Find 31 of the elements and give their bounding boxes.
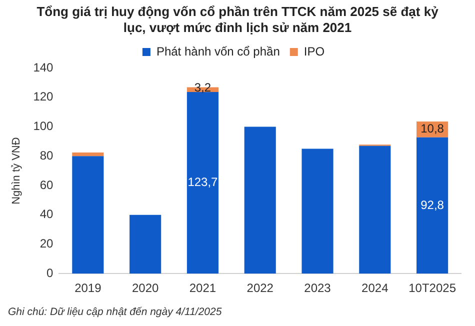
bar [72,152,104,156]
y-tick-label: 40 [40,207,54,222]
x-tick-label: 10T2025 [408,281,456,296]
y-tick-label: 100 [33,119,54,134]
data-label: 92,8 [420,198,444,212]
bar [302,148,334,274]
data-label: 123,7 [188,175,218,190]
x-tick-label: 2023 [304,281,332,296]
bar [186,92,218,274]
y-tick-label: 140 [33,60,54,74]
x-tick-label: 2020 [132,281,159,296]
chart-title: Tổng giá trị huy động vốn cổ phần trên TTCK năm 2025 sẽ đạt kỷ lục, vượt mức đỉnh lịch sử năm 2021 [36,4,440,36]
x-tick-label: 2024 [362,281,389,296]
data-label: 10,8 [420,122,444,136]
legend-label: Phát hành vốn cổ phần [156,44,280,58]
y-tick-label: 80 [40,148,54,162]
legend-label: IPO [304,44,325,58]
bar [416,137,448,274]
x-tick-label: 2019 [74,281,102,296]
y-tick-label: 0 [46,266,54,280]
y-axis-title: Nghìn tỷ VNĐ [10,137,23,204]
bar [130,214,162,274]
y-tick-label: 60 [40,178,54,192]
y-tick-label: 20 [40,236,54,251]
bar [72,156,104,274]
y-tick-label: 120 [33,90,54,104]
x-tick-label: 2022 [246,281,274,296]
text: Ghi chú: Dữ liệu cập nhật đến ngày 4/11/2025 [8,306,223,318]
bar [244,126,276,274]
x-tick-label: 2021 [189,281,216,296]
bar [359,146,391,274]
